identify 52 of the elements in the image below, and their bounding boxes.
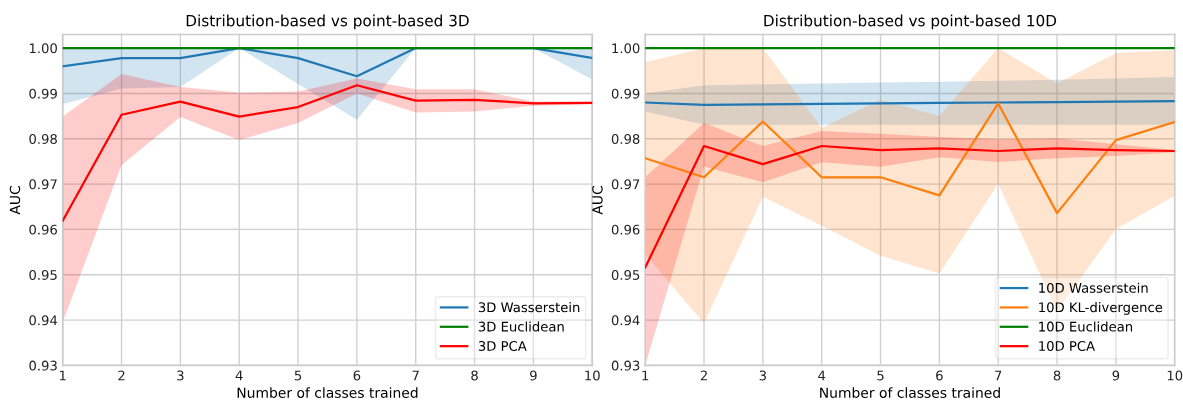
y-tick-label: 0.95: [611, 269, 640, 280]
legend-label: 3D Wasserstein: [478, 302, 580, 313]
y-tick-label: 0.99: [611, 88, 640, 99]
x-tick-label: 4: [235, 370, 243, 381]
x-tick-label: 1: [59, 370, 66, 381]
x-tick-label: 4: [818, 370, 826, 381]
x-tick-label: 10: [585, 370, 600, 381]
y-tick-label: 0.93: [29, 360, 57, 371]
y-tick-label: 0.95: [29, 269, 57, 280]
y-tick-label: 0.97: [611, 179, 640, 190]
x-tick-label: 7: [412, 370, 419, 381]
y-axis-title: AUC: [592, 186, 603, 215]
x-tick-label: 5: [877, 370, 884, 381]
y-tick-label: 0.96: [611, 224, 640, 235]
x-tick-label: 7: [995, 370, 1002, 381]
y-tick-label: 0.97: [29, 179, 57, 190]
x-tick-label: 8: [1053, 370, 1061, 381]
x-tick-label: 10: [1167, 370, 1183, 381]
x-tick-label: 9: [1112, 370, 1120, 381]
line-series: [645, 102, 1175, 215]
x-tick-label: 1: [642, 370, 649, 381]
y-tick-label: 0.94: [611, 315, 640, 326]
y-tick-label: 0.99: [29, 88, 57, 99]
x-axis-title: Number of classes trained: [237, 387, 418, 398]
y-tick-label: 0.96: [29, 224, 58, 235]
y-tick-label: 0.93: [611, 360, 640, 371]
x-tick-label: 3: [759, 370, 766, 381]
legend-label: 3D PCA: [478, 340, 527, 351]
line-series: [62, 84, 593, 222]
legend-label: 10D Wasserstein: [1039, 282, 1148, 293]
legend-label: 3D Euclidean: [478, 321, 564, 332]
x-tick-label: 2: [700, 370, 707, 381]
x-tick-label: 6: [353, 370, 361, 381]
x-tick-label: 6: [936, 370, 943, 381]
legend-label: 10D PCA: [1039, 340, 1095, 351]
line-series: [645, 144, 1175, 269]
y-tick-label: 1.00: [29, 43, 57, 54]
x-axis-title: Number of classes trained: [820, 387, 1000, 398]
x-tick-label: 2: [118, 370, 125, 381]
y-axis-title: AUC: [9, 186, 21, 215]
legend-label: 10D KL-divergence: [1039, 302, 1163, 315]
x-tick-label: 5: [294, 370, 302, 381]
x-tick-label: 3: [177, 370, 184, 381]
chart-title: Distribution-based vs point-based 10D: [764, 14, 1057, 30]
x-tick-label: 9: [530, 370, 537, 381]
legend-label: 10D Euclidean: [1039, 321, 1133, 332]
y-tick-label: 0.98: [611, 133, 640, 144]
y-tick-label: 1.00: [612, 43, 640, 54]
y-tick-label: 0.94: [29, 315, 58, 326]
y-tick-label: 0.98: [29, 133, 57, 144]
chart-title: Distribution-based vs point-based 3D: [186, 14, 469, 30]
x-tick-label: 8: [471, 370, 478, 381]
